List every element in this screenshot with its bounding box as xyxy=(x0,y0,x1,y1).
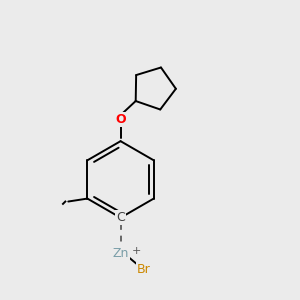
Text: Zn: Zn xyxy=(112,247,129,260)
Text: C: C xyxy=(116,211,125,224)
Text: Br: Br xyxy=(137,263,151,276)
Text: O: O xyxy=(115,112,126,126)
Text: +: + xyxy=(132,246,141,256)
